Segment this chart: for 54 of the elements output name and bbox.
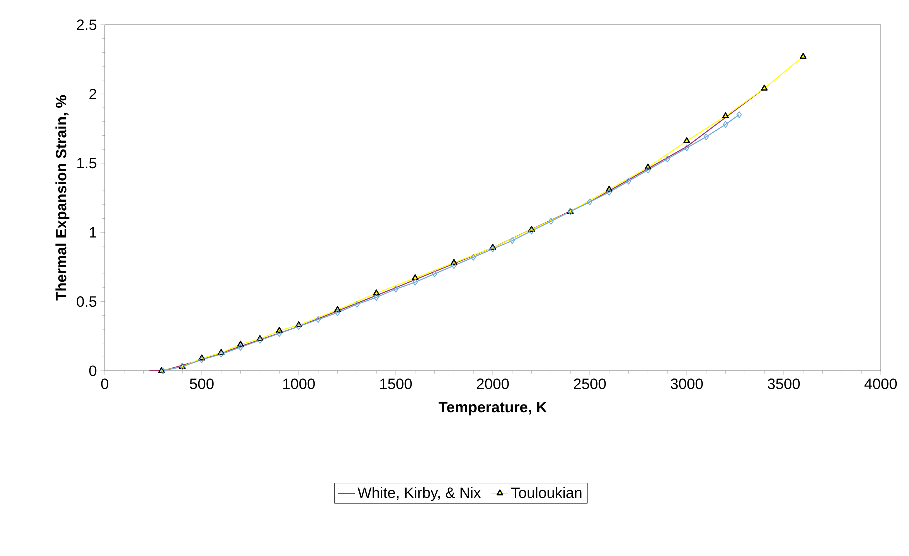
point xyxy=(316,316,322,324)
point xyxy=(335,309,340,316)
point xyxy=(452,262,457,270)
x-tick-label: 3500 xyxy=(768,378,800,390)
point xyxy=(258,337,263,344)
point xyxy=(354,301,360,308)
y-tick-label: 0.5 xyxy=(77,296,97,308)
point xyxy=(238,344,244,351)
point xyxy=(548,218,554,225)
point xyxy=(529,228,534,235)
point xyxy=(432,270,438,278)
point xyxy=(736,112,742,118)
point xyxy=(296,323,302,330)
point xyxy=(373,290,380,296)
x-tick-label: 1500 xyxy=(380,378,412,390)
y-tick-label: 1 xyxy=(90,227,96,238)
point xyxy=(664,156,670,163)
point xyxy=(626,178,632,185)
x-tick-label: 0 xyxy=(101,378,109,390)
y-tick-label: 2 xyxy=(90,88,96,100)
point xyxy=(490,246,496,253)
x-tick-label: 500 xyxy=(190,378,214,390)
x-tick-label: 4000 xyxy=(864,378,898,390)
point xyxy=(470,254,476,261)
point xyxy=(218,351,224,358)
point xyxy=(412,274,419,280)
point xyxy=(646,166,651,174)
point xyxy=(684,144,690,152)
point xyxy=(393,286,399,293)
x-tick-label: 3000 xyxy=(670,378,704,390)
point xyxy=(160,368,166,374)
point xyxy=(374,294,380,302)
legend-label: White, Kirby, & Nix xyxy=(358,487,482,502)
point xyxy=(722,112,730,119)
y-axis-title: Thermal Expansion Strain, % xyxy=(56,95,70,301)
point xyxy=(199,356,205,364)
point xyxy=(800,53,807,60)
point xyxy=(412,279,418,286)
x-tick-label: 2000 xyxy=(477,378,510,390)
point xyxy=(276,330,282,338)
point xyxy=(587,198,593,206)
point xyxy=(684,137,690,144)
legend-label: Touloukian xyxy=(511,487,582,498)
point xyxy=(606,189,612,196)
y-tick-label: 2.5 xyxy=(77,20,97,30)
x-axis-title: Temperature, K xyxy=(438,402,548,416)
y-tick-label: 1.5 xyxy=(78,158,97,169)
point xyxy=(704,134,710,140)
point xyxy=(510,238,516,244)
x-tick-label: 2500 xyxy=(574,378,606,390)
y-tick-label: 0 xyxy=(89,366,97,376)
point xyxy=(761,84,768,91)
point xyxy=(723,121,728,128)
x-tick-label: 1000 xyxy=(284,378,316,390)
